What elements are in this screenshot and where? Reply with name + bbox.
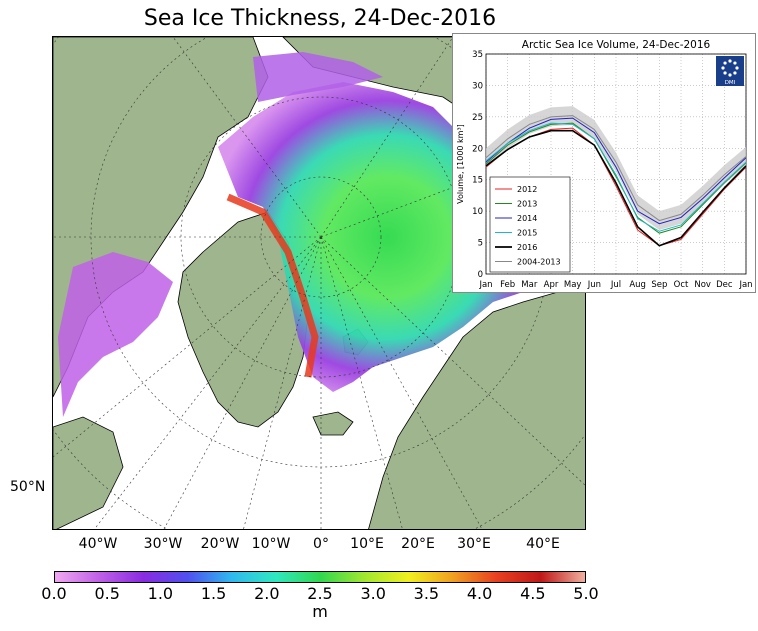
legend-label: 2014 (517, 214, 537, 223)
x-tick-label: Apr (544, 280, 559, 290)
series-line-2014 (485, 117, 747, 225)
legend-label: 2013 (517, 200, 537, 209)
latitude-label: 50°N (10, 479, 46, 495)
dmi-logo-dot (733, 61, 737, 65)
land-scandinavia (368, 286, 585, 529)
colorbar-tick: 2.0 (254, 584, 280, 603)
series-line-2013 (485, 122, 747, 234)
land-labrador (53, 416, 124, 529)
x-tick-label: Sep (651, 280, 667, 290)
legend-label: 2004-2013 (517, 258, 561, 267)
dmi-logo-dot (721, 66, 725, 70)
y-tick-label: 30 (472, 81, 483, 91)
y-tick-label: 10 (472, 207, 483, 217)
series-line-2015 (485, 122, 747, 232)
y-axis-label: Volume, [1000 km³] (456, 124, 465, 204)
x-tick-label: Feb (500, 280, 515, 290)
colorbar-tick: 2.5 (307, 584, 333, 603)
longitude-label: 30°W (143, 536, 183, 552)
legend-box (489, 176, 571, 273)
thick-ice-band (226, 193, 319, 378)
volume-chart-inset: Arctic Sea Ice Volume, 24-Dec-2016 0 5 10 15… (452, 33, 756, 293)
colorbar-tick: 3.5 (413, 584, 440, 603)
dmi-logo-dot (723, 71, 727, 75)
series-line-2004-2013 (485, 115, 747, 222)
colorbar-unit: m (312, 602, 328, 621)
longitude-label: 10°E (350, 536, 384, 552)
x-tick-label: Mar (521, 280, 538, 290)
colorbar-tick: 5.0 (573, 584, 599, 603)
x-tick-label: Jan (738, 280, 752, 290)
longitude-label: 0° (313, 536, 329, 552)
x-tick-label: Dec (716, 280, 733, 290)
polar-map-svg (53, 37, 585, 529)
colorbar-tick: 0.5 (94, 584, 120, 603)
y-tick-label: 35 (472, 50, 483, 60)
thin-ice-west (58, 252, 173, 417)
longitude-label: 40°E (526, 536, 560, 552)
land-iceland (312, 411, 354, 436)
colorbar-tick: 4.5 (520, 584, 546, 603)
longitude-label: 10°W (251, 536, 291, 552)
y-tick-label: 0 (478, 270, 483, 280)
thin-ice-north (253, 52, 383, 102)
x-tick-label: Aug (629, 280, 646, 290)
colorbar-tick: 4.0 (466, 584, 493, 603)
dmi-logo-dot (723, 61, 727, 65)
y-tick-label: 5 (478, 239, 483, 249)
legend-label: 2016 (517, 243, 537, 252)
colorbar-tick: 3.0 (360, 584, 386, 603)
x-tick-label: Jan (478, 280, 492, 290)
x-tick-label: Nov (694, 280, 711, 290)
x-tick-label: Oct (674, 280, 689, 290)
dmi-logo-dot (728, 59, 732, 63)
dmi-logo-text: DMI (725, 80, 736, 86)
dmi-logo-dot (728, 73, 732, 77)
colorbar-tick: 1.5 (200, 584, 227, 603)
y-tick-label: 20 (472, 144, 483, 154)
colorbar-tick: 1.0 (147, 584, 174, 603)
volume-chart: Arctic Sea Ice Volume, 24-Dec-2016 0 5 10 15… (456, 39, 753, 290)
x-tick-label: May (564, 280, 582, 290)
longitude-label: 20°E (401, 536, 435, 552)
x-tick-label: Jul (610, 280, 621, 290)
dmi-logo-dot (733, 71, 737, 75)
y-tick-label: 15 (472, 176, 483, 186)
legend-label: 2015 (517, 229, 537, 238)
legend-label: 2012 (517, 185, 537, 194)
map-title: Sea Ice Thickness, 24-Dec-2016 (143, 6, 497, 31)
y-tick-label: 25 (472, 113, 483, 123)
longitude-label: 30°E (457, 536, 491, 552)
thickness-colorbar (54, 571, 586, 583)
colorbar-tick: 0.0 (41, 584, 67, 603)
longitude-label: 20°W (200, 536, 240, 552)
chart-title: Arctic Sea Ice Volume, 24-Dec-2016 (522, 39, 711, 51)
longitude-label: 40°W (78, 536, 118, 552)
dmi-logo-dot (735, 66, 739, 70)
series-line-2016 (485, 129, 747, 247)
x-tick-label: Jun (587, 280, 601, 290)
